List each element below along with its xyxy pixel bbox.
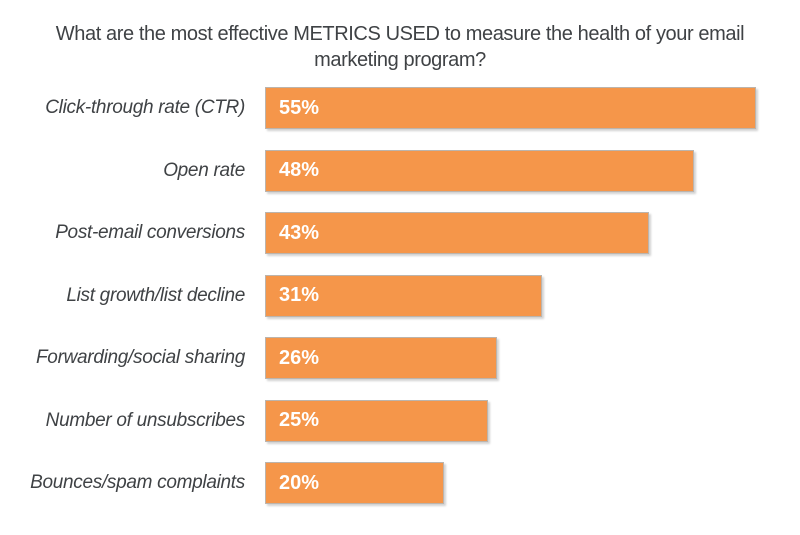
bar: 26%: [265, 337, 497, 379]
category-label: Bounces/spam complaints: [30, 472, 245, 493]
value-label: 25%: [279, 409, 320, 431]
value-label: 31%: [279, 284, 320, 306]
bar: 48%: [265, 149, 694, 192]
bar: 25%: [265, 399, 488, 442]
bar-row: Number of unsubscribes 25%: [0, 399, 800, 442]
bar: 31%: [265, 274, 542, 317]
bar: 55%: [265, 87, 756, 129]
category-label: Click-through rate (CTR): [45, 97, 245, 118]
category-label: Forwarding/social sharing: [36, 347, 245, 368]
bar-row: Click-through rate (CTR) 55%: [0, 87, 800, 129]
bar-wrap: 43%: [265, 212, 649, 254]
bar-wrap: 55%: [265, 87, 756, 129]
bar-row: Open rate 48%: [0, 149, 800, 192]
value-label: 48%: [279, 159, 320, 181]
chart-title: What are the most effective METRICS USED…: [0, 0, 800, 73]
bar: 43%: [265, 212, 649, 254]
bar-row: Post-email conversions 43%: [0, 212, 800, 254]
value-label: 43%: [279, 221, 320, 244]
bar: 20%: [265, 462, 444, 504]
bars-area: Click-through rate (CTR) 55% Open rate 4…: [0, 87, 800, 504]
chart-title-line2: marketing program?: [314, 49, 486, 71]
category-label: Post-email conversions: [55, 222, 245, 243]
bar-row: Bounces/spam complaints 20%: [0, 462, 800, 504]
bar-wrap: 26%: [265, 337, 497, 379]
bar-wrap: 20%: [265, 462, 444, 504]
value-label: 20%: [279, 471, 320, 494]
bar-row: List growth/list decline 31%: [0, 274, 800, 317]
category-label: Number of unsubscribes: [45, 409, 246, 431]
value-label: 55%: [279, 96, 320, 119]
category-label: Open rate: [163, 159, 245, 181]
bar-row: Forwarding/social sharing 26%: [0, 337, 800, 379]
category-label: List growth/list decline: [66, 284, 245, 306]
value-label: 26%: [279, 346, 320, 369]
chart-title-line1: What are the most effective METRICS USED…: [55, 23, 745, 45]
bar-wrap: 25%: [265, 399, 488, 442]
bar-wrap: 48%: [265, 149, 694, 192]
bar-wrap: 31%: [265, 274, 542, 317]
